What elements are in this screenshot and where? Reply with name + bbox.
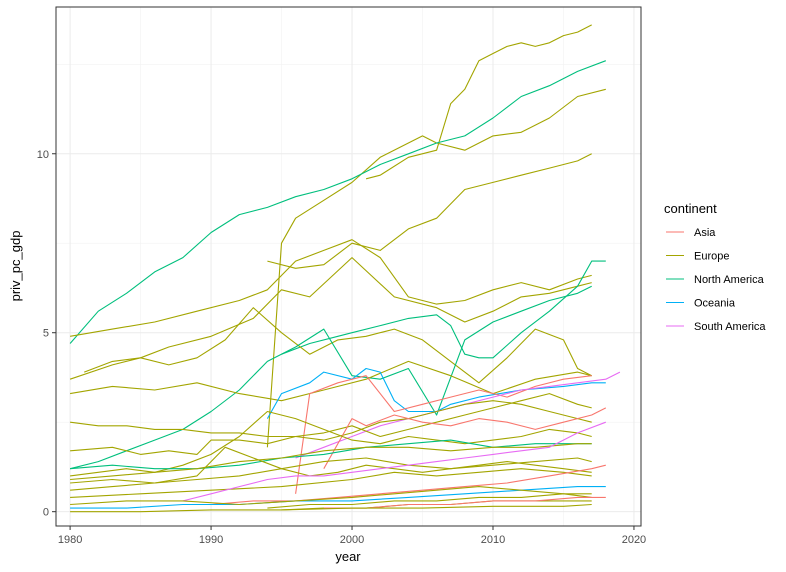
- y-axis: 0 5 10: [37, 149, 56, 519]
- y-tick-label: 0: [43, 507, 49, 519]
- x-tick-label: 2020: [622, 534, 646, 546]
- series-line-europe: [365, 24, 592, 180]
- legend-label-south-america: South America: [694, 321, 766, 333]
- series-line-europe: [70, 239, 592, 337]
- series-line-oceania: [266, 367, 606, 419]
- series-line-europe: [70, 457, 592, 484]
- legend-title: continent: [664, 201, 717, 216]
- y-axis-title: priv_pc_gdp: [8, 231, 23, 302]
- series-line-north-america: [70, 439, 592, 470]
- legend-label-oceania: Oceania: [694, 298, 736, 310]
- series-line-asia: [323, 496, 606, 509]
- y-tick-label: 10: [37, 149, 49, 161]
- x-tick-label: 1980: [58, 534, 82, 546]
- x-tick-label: 2000: [340, 534, 364, 546]
- series-line-europe: [267, 493, 592, 509]
- series-line-oceania: [70, 486, 606, 509]
- series-line-europe: [70, 468, 592, 498]
- x-tick-label: 1990: [199, 534, 223, 546]
- x-axis: 1980 1990 2000 2010 2020: [58, 526, 646, 546]
- series-line-asia: [323, 407, 607, 469]
- grid: [56, 7, 641, 526]
- series-line-europe: [266, 88, 606, 448]
- series-line-europe: [70, 360, 592, 402]
- series-line-europe: [70, 486, 592, 506]
- y-tick-label: 5: [43, 328, 49, 340]
- series-line-europe: [267, 153, 592, 269]
- series-line-europe: [70, 410, 592, 477]
- series-line-north-america: [69, 60, 606, 344]
- series-line-europe: [70, 446, 592, 491]
- series-line-europe: [70, 443, 592, 481]
- series-line-europe: [69, 257, 592, 380]
- legend-label-north-america: North America: [694, 274, 765, 286]
- series-line-asia: [295, 375, 592, 494]
- series-line-europe: [70, 393, 592, 455]
- legend-label-asia: Asia: [694, 227, 716, 239]
- series-line-north-america: [69, 285, 592, 470]
- series-line-europe: [70, 400, 592, 441]
- x-tick-label: 2010: [481, 534, 505, 546]
- x-axis-title: year: [335, 549, 361, 564]
- series-line-asia: [211, 464, 606, 506]
- legend: continent Asia Europe North America Oceania…: [664, 201, 766, 333]
- series-layer: [69, 24, 621, 513]
- series-line-south-america: [182, 421, 606, 502]
- series-line-europe: [70, 503, 592, 513]
- panel-border: [55, 6, 642, 527]
- series-line-europe: [84, 307, 592, 384]
- series-line-north-america: [281, 260, 606, 359]
- legend-label-europe: Europe: [694, 251, 729, 263]
